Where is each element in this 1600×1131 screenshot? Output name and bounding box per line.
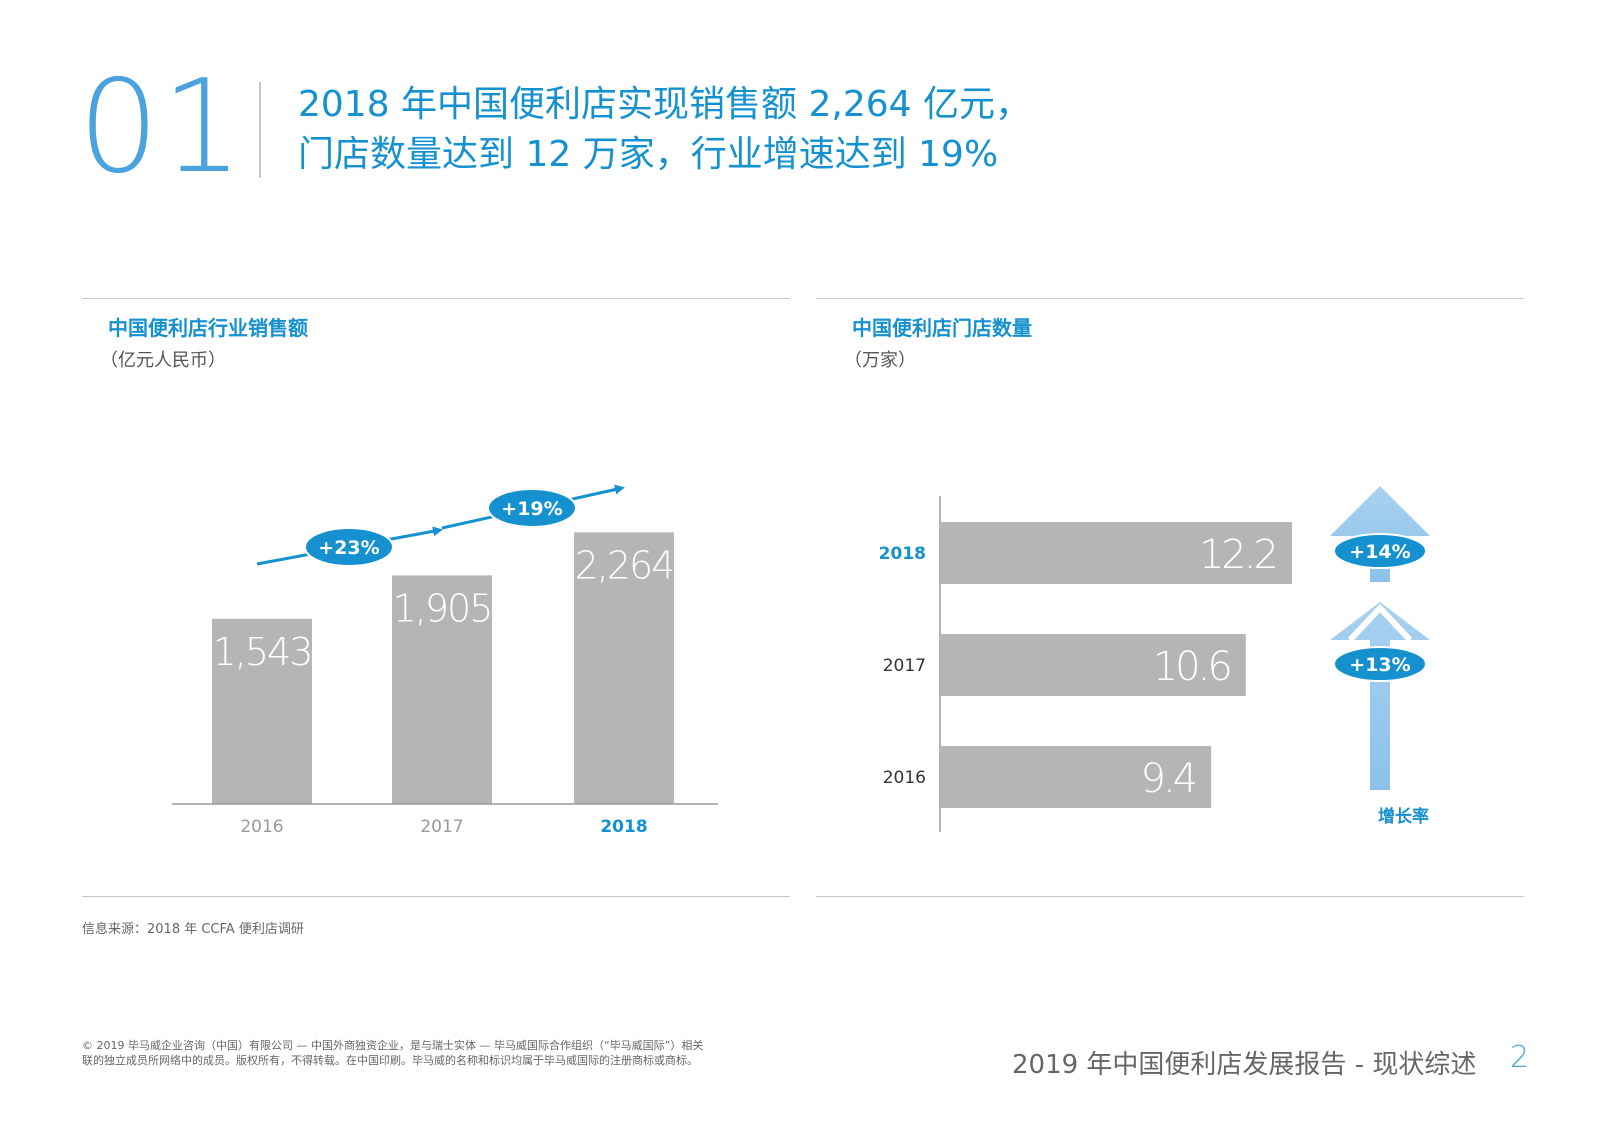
store-value-label: 12.2 (1199, 532, 1276, 578)
right-top-rule (816, 298, 1524, 299)
store-count-bar-chart: 12.2 2018 10.6 2017 9.4 2016 +14% +13% (879, 486, 1430, 832)
sales-year-label: 2017 (420, 817, 463, 837)
footer-legal: © 2019 毕马威企业咨询（中国）有限公司 — 中国外商独资企业，是与瑞士实体… (82, 1038, 882, 1068)
right-chart-unit: （万家） (844, 350, 916, 371)
sales-value-label: 2,264 (575, 543, 674, 587)
growth-badge-label: +23% (318, 537, 379, 559)
growth-badge-label: +14% (1349, 541, 1410, 563)
growth-badge (304, 527, 394, 567)
sales-year-label: 2018 (600, 817, 647, 837)
store-bar-2018 (940, 522, 1292, 584)
store-year-label: 2018 (879, 544, 926, 564)
store-year-label: 2017 (883, 656, 926, 676)
sales-bar-2016 (212, 618, 312, 804)
headline-line-2: 门店数量达到 12 万家，行业增速达到 19% (298, 134, 999, 175)
left-top-rule (82, 298, 790, 299)
growth-arrow-icon (1330, 486, 1430, 790)
source-note: 信息来源：2018 年 CCFA 便利店调研 (82, 922, 304, 937)
growth-badge (1333, 646, 1427, 682)
page-headline: 2018 年中国便利店实现销售额 2,264 亿元， 门店数量达到 12 万家，… (298, 80, 1031, 180)
right-chart-title: 中国便利店门店数量 (852, 316, 1032, 340)
footer-legal-line-1: © 2019 毕马威企业咨询（中国）有限公司 — 中国外商独资企业，是与瑞士实体… (82, 1039, 704, 1052)
growth-badge-label: +19% (501, 498, 562, 520)
store-bar-2017 (940, 634, 1246, 696)
sales-value-label: 1,543 (213, 630, 312, 674)
growth-badge (487, 488, 577, 528)
headline-line-1: 2018 年中国便利店实现销售额 2,264 亿元， (298, 84, 1032, 125)
growth-badge (1333, 533, 1427, 569)
store-bar-2016 (940, 746, 1212, 808)
left-bottom-rule (82, 896, 790, 897)
left-chart-unit: （亿元人民币） (100, 350, 226, 371)
sales-bar-chart: 1,543 2016 1,905 2017 2,264 2018 +23% +19% (172, 484, 718, 837)
store-value-label: 9.4 (1141, 756, 1196, 802)
right-bottom-rule (816, 896, 1524, 897)
store-year-label: 2016 (883, 768, 926, 788)
sales-year-label: 2016 (240, 817, 283, 837)
section-number: 01 (78, 53, 245, 202)
sales-bar-2017 (392, 575, 492, 804)
footer-legal-line-2: 联的独立成员所网络中的成员。版权所有，不得转载。在中国印刷。毕马威的名称和标识均… (82, 1054, 698, 1067)
sales-value-label: 1,905 (393, 586, 492, 630)
header-divider (259, 82, 261, 178)
sales-bar-2018 (574, 532, 674, 804)
page-number: 2 (1510, 1040, 1530, 1075)
report-title: 2019 年中国便利店发展报告 - 现状综述 (1012, 1050, 1477, 1080)
store-value-label: 10.6 (1153, 644, 1230, 690)
left-chart-title: 中国便利店行业销售额 (108, 316, 308, 340)
growth-badge-label: +13% (1349, 654, 1410, 676)
growth-rate-label: 增长率 (1378, 807, 1429, 827)
